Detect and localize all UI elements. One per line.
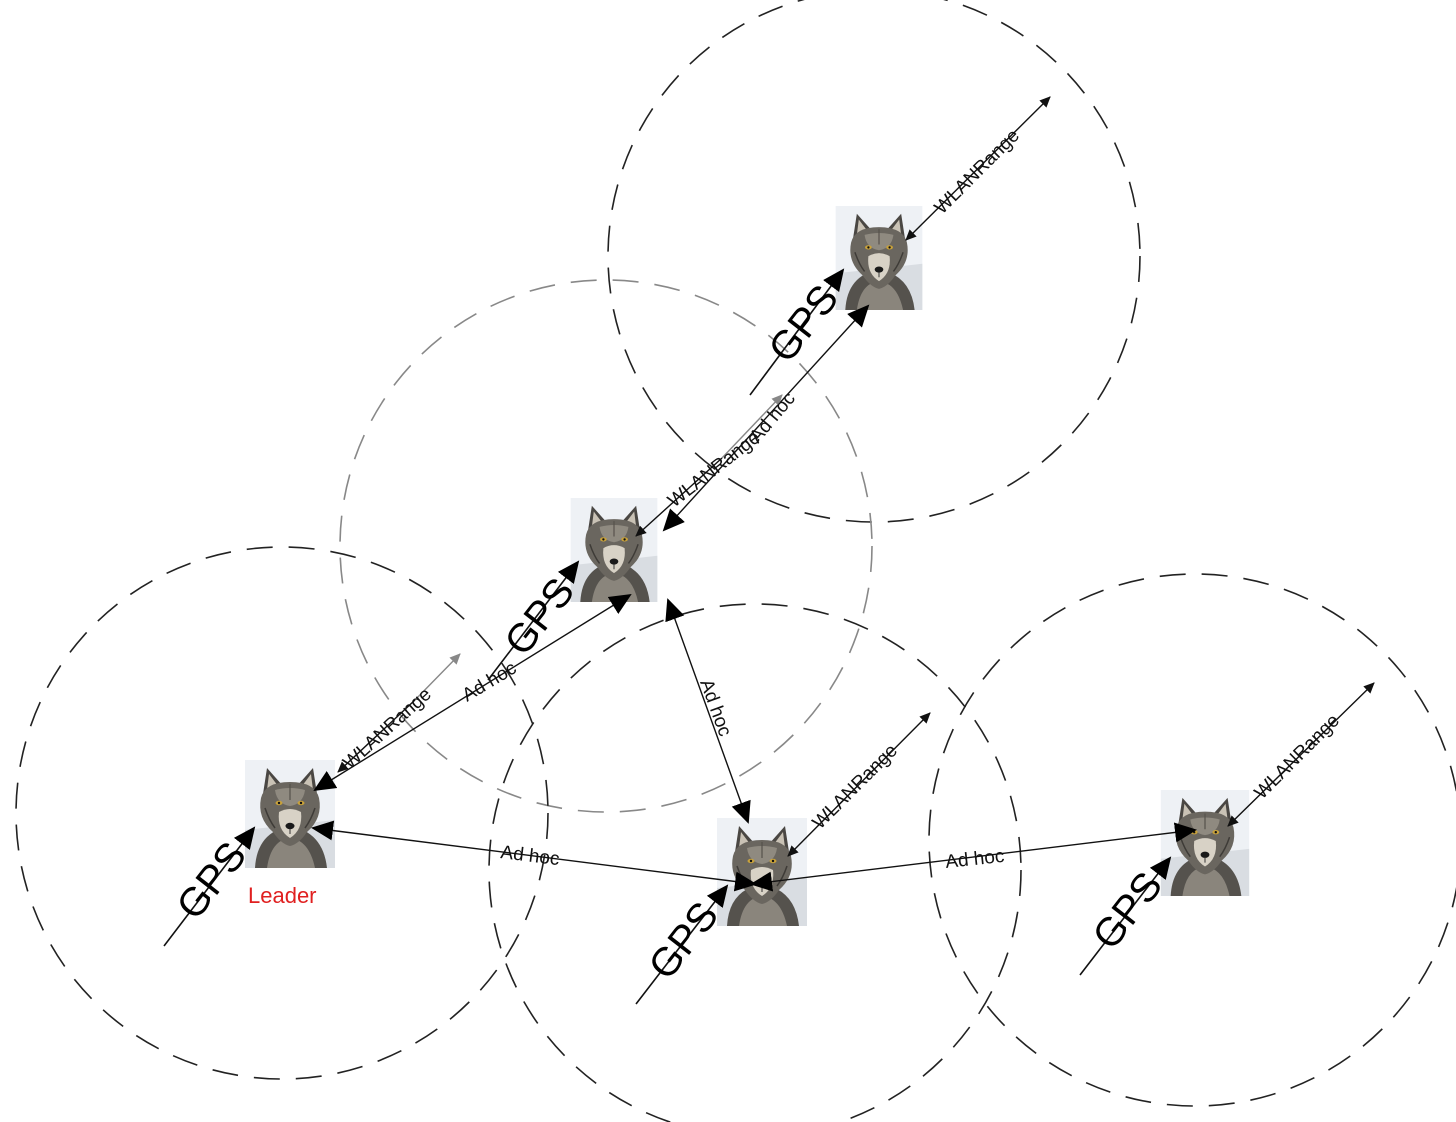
wlan-range-label: WLANRange <box>809 740 902 833</box>
wlan-arrow-middle <box>635 457 723 537</box>
gps-label: GPS <box>496 570 583 664</box>
wolf-icon <box>244 760 336 868</box>
adhoc-label: Ad hoc <box>499 842 560 870</box>
range-circles <box>15 0 1456 1122</box>
adhoc-link-middle-top <box>662 304 870 532</box>
adhoc-link-leader-bottom <box>311 820 757 892</box>
adhoc-label: Ad hoc <box>746 388 800 447</box>
wlan-range-arrows <box>337 96 1375 857</box>
adhoc-links <box>311 304 1197 892</box>
gps-label: GPS <box>1084 864 1171 958</box>
gps-arrow-middle <box>487 560 580 681</box>
adhoc-link-middle-bottom <box>665 598 751 824</box>
wlan-range-label: WLANRange <box>1251 710 1344 803</box>
range-circle-middle <box>339 279 873 813</box>
wlan-arrow-middle-gray <box>721 394 783 459</box>
wlan-arrow-leader <box>337 699 416 773</box>
gps-arrows <box>163 268 1172 1005</box>
adhoc-label: Ad hoc <box>944 846 1005 873</box>
gps-arrow-leader <box>163 826 256 947</box>
wolf-icon <box>569 498 659 602</box>
wlan-range-label: WLANRange <box>664 427 764 512</box>
range-circle-leader <box>15 546 549 1080</box>
wolf-icon <box>1160 790 1250 896</box>
wlan-arrow-bottom-right <box>1227 682 1375 827</box>
gps-label: GPS <box>640 894 727 988</box>
adhoc-link-leader-middle <box>313 593 632 792</box>
wlan-arrow-top <box>905 96 1051 241</box>
range-circle-top <box>607 0 1141 523</box>
wolf-icon <box>717 818 807 926</box>
wlan-arrow-leader-gray <box>414 653 461 701</box>
wlan-arrow-bottom-center <box>787 712 931 857</box>
wlan-range-label: WLANRange <box>931 125 1024 218</box>
gps-label: GPS <box>760 277 847 371</box>
adhoc-label: Ad hoc <box>459 658 521 706</box>
gps-arrow-bottom-center <box>635 884 729 1005</box>
gps-label: GPS <box>168 834 255 928</box>
adhoc-link-bottom-right <box>750 822 1197 892</box>
gps-arrow-bottom-right <box>1079 856 1172 976</box>
gps-arrow-top <box>749 268 845 396</box>
adhoc-label: Ad hoc <box>695 677 735 740</box>
leader-label: Leader <box>248 883 317 908</box>
wolf-icon <box>834 206 924 310</box>
